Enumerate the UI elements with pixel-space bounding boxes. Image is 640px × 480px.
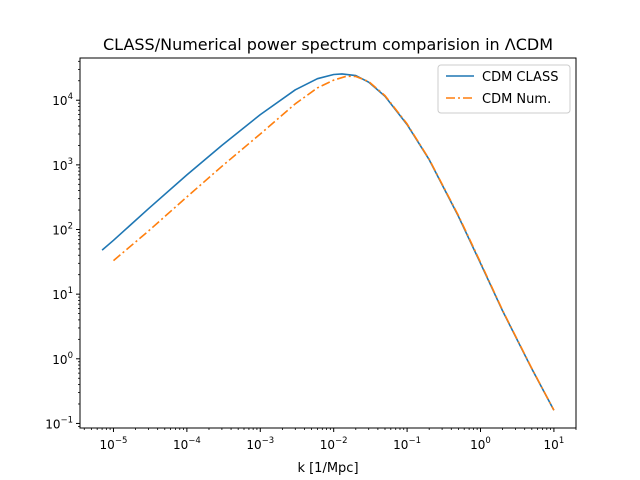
x-axis: 10−5 10−4 10−3 10−2 10−1 100 101 [83,428,577,452]
chart-title: CLASS/Numerical power spectrum comparisi… [103,35,553,54]
series-layer [101,73,555,411]
legend-label-0: CDM CLASS [482,70,558,85]
plot-frame [79,57,577,429]
x-tick-label-1: 10−4 [173,436,201,452]
x-tick-label-3: 10−2 [320,436,348,452]
y-tick-label-5: 104 [52,92,73,108]
y-tick-label-1: 100 [52,351,73,367]
x-axis-label: k [1/Mpc] [297,461,358,476]
legend-label-1: CDM Num. [482,92,551,107]
y-tick-label-2: 101 [52,286,73,302]
x-tick-label-0: 10−5 [100,436,128,452]
legend: CDM CLASS CDM Num. [437,64,571,114]
y-tick-label-0: 10−1 [45,415,73,431]
y-tick-label-3: 102 [52,222,73,238]
series-line-1 [112,75,555,411]
x-tick-label-5: 100 [470,436,491,452]
x-tick-label-2: 10−3 [246,436,274,452]
x-tick-label-4: 10−1 [393,436,421,452]
legend-box [437,64,571,114]
x-tick-label-6: 101 [544,436,565,452]
series-line-0 [101,73,555,411]
y-axis: 10−1 100 101 102 103 104 [45,60,80,431]
y-tick-label-4: 103 [52,157,73,173]
